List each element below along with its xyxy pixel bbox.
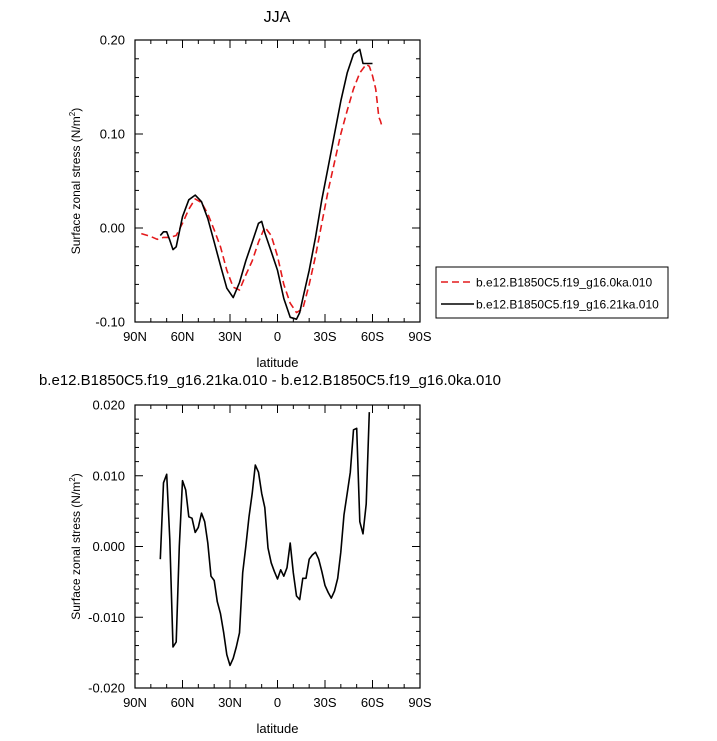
y-tick-label: -0.10 <box>95 315 125 330</box>
x-tick-label: 90S <box>408 695 431 710</box>
x-axis-label: latitude <box>257 355 299 370</box>
legend-label-2: b.e12.B1850C5.f19_g16.21ka.010 <box>476 298 659 312</box>
y-tick-label: 0.10 <box>100 127 125 142</box>
chart-panel-2: b.e12.B1850C5.f19_g16.21ka.010 - b.e12.B… <box>39 372 501 736</box>
x-tick-label: 0 <box>274 329 281 344</box>
x-tick-label: 90N <box>123 695 147 710</box>
legend: b.e12.B1850C5.f19_g16.0ka.010 b.e12.B1850… <box>435 266 669 319</box>
y-axis-label-superscript: 2 <box>68 477 77 482</box>
plot-frame <box>134 39 421 323</box>
x-tick-label: 0 <box>274 695 281 710</box>
y-tick-label: 0.020 <box>92 398 125 413</box>
y-tick-label: -0.010 <box>88 610 125 625</box>
y-tick-label: -0.020 <box>88 681 125 696</box>
x-tick-label: 30N <box>218 695 242 710</box>
legend-label-1: b.e12.B1850C5.f19_g16.0ka.010 <box>476 276 652 290</box>
y-axis-label: Surface zonal stress (N/m2) <box>68 473 83 620</box>
x-tick-label: 30S <box>313 329 336 344</box>
y-tick-label: 0.010 <box>92 468 125 483</box>
y-axis-label-close: ) <box>69 108 83 112</box>
x-tick-label: 30S <box>313 695 336 710</box>
series-line-2-1 <box>159 412 371 667</box>
y-axis-label-text: Surface zonal stress (N/m <box>69 116 83 254</box>
y-tick-label: 0.000 <box>92 539 125 554</box>
series-line-1-2 <box>159 48 373 320</box>
chart-title: b.e12.B1850C5.f19_g16.21ka.010 - b.e12.B… <box>39 372 501 389</box>
y-axis-label-text: Surface zonal stress (N/m <box>69 482 83 620</box>
legend-box <box>435 266 669 319</box>
chart-panel-1: JJA 90N 60N 30N 0 30S 60S 90S -0.10 0.00 0.10 0.20 l… <box>68 9 669 370</box>
y-axis-label-superscript: 2 <box>68 111 77 116</box>
y-axis-label: Surface zonal stress (N/m2) <box>68 108 83 255</box>
x-tick-label: 90S <box>408 329 431 344</box>
x-tick-label: 30N <box>218 329 242 344</box>
x-tick-label: 60N <box>171 329 195 344</box>
chart-title: JJA <box>264 9 291 26</box>
y-axis-label-close: ) <box>69 473 83 477</box>
x-tick-label: 60S <box>361 695 384 710</box>
x-tick-label: 60S <box>361 329 384 344</box>
x-tick-label: 60N <box>171 695 195 710</box>
plot-frame <box>134 404 421 689</box>
y-tick-label: 0.20 <box>100 33 125 48</box>
x-tick-label: 90N <box>123 329 147 344</box>
x-axis-label: latitude <box>257 721 299 736</box>
series-line-1-1 <box>141 63 383 314</box>
y-tick-label: 0.00 <box>100 221 125 236</box>
